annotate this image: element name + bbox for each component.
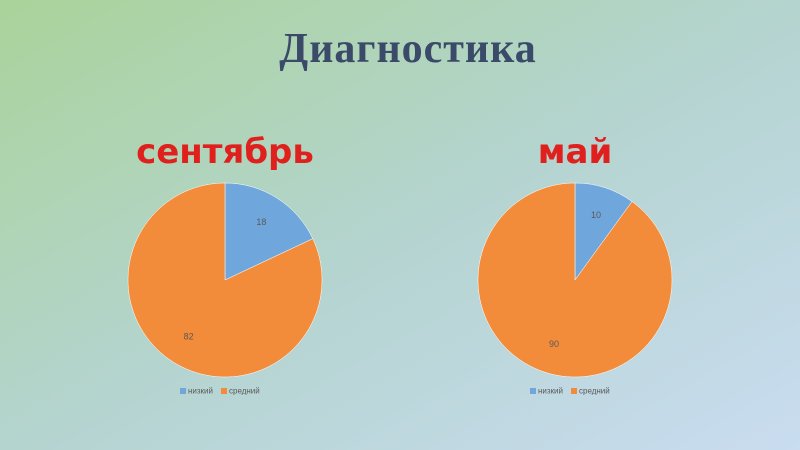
legend-label: средний	[229, 387, 260, 396]
legend-swatch	[530, 388, 536, 394]
slide-title: Диагностика	[279, 26, 536, 72]
pie-slice	[477, 182, 673, 378]
chart-title: сентябрь	[136, 132, 314, 172]
legend-swatch	[571, 388, 577, 394]
legend-swatch	[221, 388, 227, 394]
chart-title: май	[538, 132, 613, 172]
legend-label: низкий	[188, 387, 213, 396]
legend-label: средний	[579, 387, 610, 396]
pie-slice	[127, 182, 323, 378]
legend-swatch	[180, 388, 186, 394]
data-label: 82	[184, 332, 194, 342]
data-label: 90	[549, 339, 559, 349]
data-label: 18	[256, 217, 266, 227]
data-label: 10	[591, 210, 601, 220]
legend-label: низкий	[538, 387, 563, 396]
pie-slice	[224, 182, 314, 281]
